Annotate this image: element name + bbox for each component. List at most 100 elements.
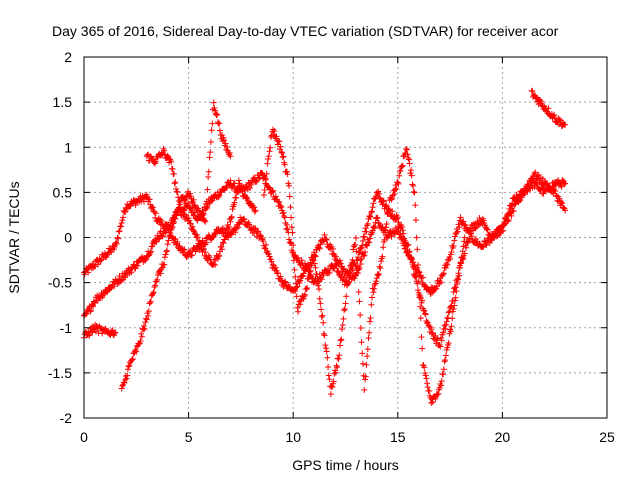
data-point [411,189,418,196]
data-point [385,210,392,217]
data-point [233,225,240,232]
data-point [226,181,233,188]
y-tick-label: 0.5 [53,184,73,200]
data-point [445,340,452,347]
data-point [416,291,423,298]
data-point [152,158,159,165]
data-point [456,224,463,231]
data-point [315,282,322,289]
data-point [118,220,125,227]
data-point [233,194,240,201]
data-point [465,236,472,243]
data-point [304,285,311,292]
data-point [449,308,456,315]
data-point [403,146,410,153]
data-point [170,220,177,227]
data-point [88,302,95,309]
data-point [448,323,455,330]
data-point [312,264,319,271]
data-point [444,314,451,321]
data-point [128,269,135,276]
data-point [251,208,258,215]
data-point [87,308,94,315]
data-point [161,147,168,154]
data-point [110,283,117,290]
data-point [114,234,121,241]
data-point [364,222,371,229]
data-point [231,199,238,206]
data-point [143,256,150,263]
data-point [402,245,409,252]
data-point [215,193,222,200]
data-point [427,291,434,298]
data-point [248,181,255,188]
data-point [464,239,471,246]
data-point [358,256,365,263]
data-point [438,279,445,286]
data-point [445,309,452,316]
data-point [365,335,372,342]
data-point [356,298,363,305]
data-point [399,162,406,169]
data-point [316,286,323,293]
data-point [281,278,288,285]
x-tick-label: 20 [495,429,511,445]
data-point [207,149,214,156]
data-point [161,254,168,261]
data-point [140,326,147,333]
data-point [303,286,310,293]
data-point [454,280,461,287]
data-point [441,322,448,329]
data-point [532,169,539,176]
data-point [366,329,373,336]
data-point [316,295,323,302]
data-point [330,378,337,385]
data-point [276,199,283,206]
data-point [216,192,223,199]
series-sat-e [143,145,259,269]
data-point [517,196,524,203]
data-point [298,257,305,264]
data-point [410,263,417,270]
data-point [443,318,450,325]
data-point [205,168,212,175]
data-point [378,258,385,265]
data-point [408,167,415,174]
data-point [145,312,152,319]
data-point [90,303,97,310]
data-point [483,242,490,249]
data-point [313,271,320,278]
data-point [416,269,423,276]
data-point [380,197,387,204]
data-point [233,189,240,196]
data-point [522,188,529,195]
data-point [269,188,276,195]
data-point [164,241,171,248]
data-point [368,294,375,301]
data-point [398,224,405,231]
data-point [414,264,421,271]
data-point [211,104,218,111]
data-point [292,288,299,295]
data-point [453,229,460,236]
data-point [428,289,435,296]
data-point [318,276,325,283]
data-point [322,342,329,349]
data-point [379,223,386,230]
data-point [333,362,340,369]
data-point [447,328,454,335]
data-point [346,267,353,274]
data-point [138,333,145,340]
data-point [292,284,299,291]
data-point [392,186,399,193]
data-point [121,379,128,386]
data-point [412,217,419,224]
data-point [278,277,285,284]
data-point [446,330,453,337]
data-point [145,308,152,315]
data-point [212,261,219,268]
data-point [279,154,286,161]
data-point [294,283,301,290]
data-point [415,287,422,294]
data-point [500,227,507,234]
